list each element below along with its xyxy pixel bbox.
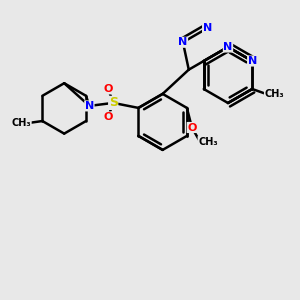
Text: N: N bbox=[248, 56, 257, 66]
Text: O: O bbox=[103, 112, 113, 122]
Text: O: O bbox=[103, 84, 113, 94]
Text: S: S bbox=[109, 96, 118, 110]
Text: O: O bbox=[187, 122, 196, 133]
Text: N: N bbox=[202, 23, 212, 33]
Text: N: N bbox=[224, 42, 232, 52]
Text: CH₃: CH₃ bbox=[264, 89, 284, 99]
Text: N: N bbox=[178, 37, 188, 47]
Text: CH₃: CH₃ bbox=[12, 118, 31, 128]
Text: N: N bbox=[85, 101, 94, 111]
Text: CH₃: CH₃ bbox=[198, 136, 218, 146]
